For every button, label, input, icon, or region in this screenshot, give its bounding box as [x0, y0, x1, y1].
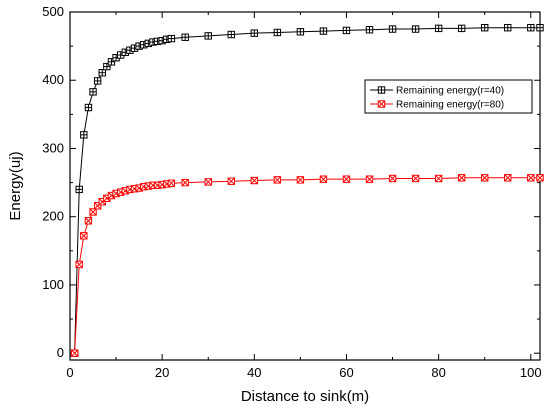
- data-point: [75, 185, 83, 194]
- legend-marker: [377, 86, 386, 94]
- x-tick-label: 60: [339, 365, 353, 380]
- data-point: [250, 176, 259, 185]
- y-tick-label: 500: [42, 4, 64, 19]
- data-point: [319, 27, 328, 35]
- data-point: [481, 23, 489, 32]
- legend: Remaining energy(r=40) Remaining energy(r…: [364, 79, 533, 114]
- x-tick-label: 80: [431, 365, 445, 380]
- data-point: [365, 175, 374, 183]
- y-tick-label: 300: [42, 140, 64, 155]
- data-point: [181, 178, 189, 187]
- data-point: [388, 174, 397, 183]
- data-point: [388, 25, 397, 33]
- y-tick-label: 200: [42, 209, 64, 224]
- data-point: [411, 174, 420, 183]
- data-point: [204, 32, 212, 40]
- legend-box: [364, 79, 533, 114]
- y-tick-label: 400: [42, 72, 64, 87]
- y-tick-label: 100: [42, 277, 64, 292]
- data-point: [89, 208, 97, 216]
- data-point: [84, 217, 93, 225]
- data-point: [75, 260, 83, 269]
- data-point: [84, 103, 93, 112]
- x-tick-label: 0: [66, 365, 73, 380]
- data-point: [434, 174, 443, 183]
- data-point: [296, 28, 305, 36]
- data-point: [342, 175, 351, 183]
- legend-item: Remaining energy(r=80): [370, 100, 504, 111]
- data-point: [204, 178, 212, 186]
- data-point: [434, 24, 443, 33]
- plot-area-frame: [69, 11, 541, 361]
- data-point: [98, 69, 106, 77]
- data-point: [273, 176, 282, 184]
- data-point: [167, 179, 176, 187]
- legend-marker: [377, 100, 386, 108]
- data-point: [89, 88, 97, 96]
- x-axis-title: Distance to sink(m): [241, 388, 369, 405]
- legend-label: Remaining energy(r=40): [396, 86, 504, 97]
- data-point: [167, 34, 176, 43]
- x-tick-label: 40: [247, 365, 261, 380]
- data-point: [457, 24, 466, 33]
- data-point: [93, 77, 102, 85]
- axis-ticks: 0 20 40 60 80 100 0 100 200 300 400 500: [42, 4, 541, 380]
- series-2-line: [74, 177, 540, 354]
- data-point: [411, 25, 420, 33]
- data-point: [481, 174, 489, 182]
- data-point: [296, 176, 305, 184]
- data-point: [70, 349, 79, 357]
- data-point: [107, 58, 116, 66]
- data-point: [319, 175, 328, 183]
- data-point: [527, 174, 535, 182]
- data-point: [536, 174, 544, 182]
- y-axis-title: Energy(uj): [7, 151, 24, 220]
- series-1: [70, 23, 544, 357]
- data-point: [527, 23, 535, 32]
- data-point: [273, 28, 282, 37]
- y-tick-label: 0: [57, 345, 64, 360]
- series-2: [70, 174, 544, 357]
- data-point: [536, 23, 544, 32]
- data-point: [80, 131, 88, 139]
- data-point: [227, 177, 235, 185]
- legend-label: Remaining energy(r=80): [396, 100, 504, 111]
- data-point: [504, 23, 512, 32]
- data-point: [342, 26, 351, 35]
- data-point: [457, 174, 466, 182]
- data-point: [504, 174, 512, 182]
- series-layer: [70, 23, 544, 357]
- data-point: [181, 33, 189, 41]
- data-point: [80, 232, 88, 240]
- data-point: [365, 26, 374, 34]
- series-1-line: [74, 27, 540, 354]
- data-point: [250, 29, 259, 37]
- legend-item: Remaining energy(r=40): [370, 86, 504, 97]
- data-point: [103, 62, 111, 71]
- x-tick-label: 20: [155, 365, 169, 380]
- data-point: [227, 30, 235, 39]
- x-tick-label: 100: [520, 365, 542, 380]
